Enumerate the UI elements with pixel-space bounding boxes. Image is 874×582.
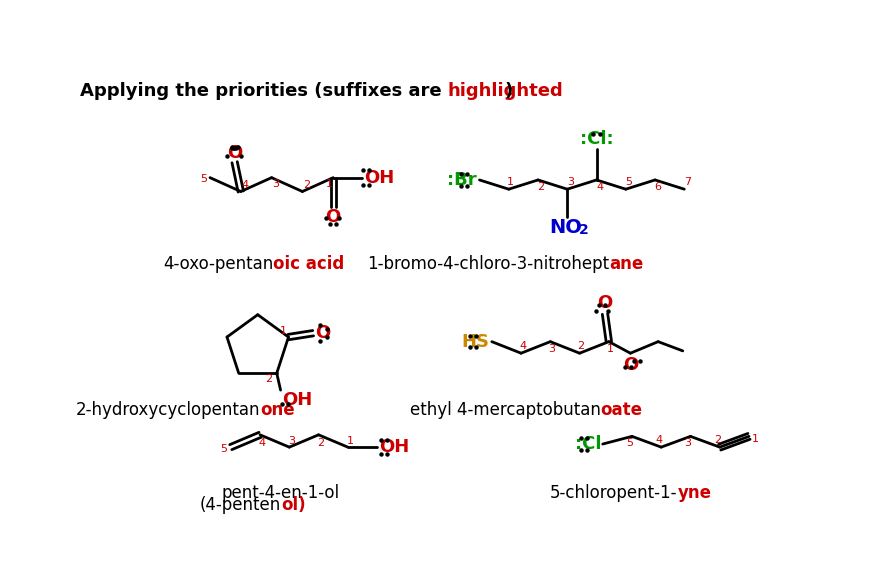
Text: (4-penten: (4-penten bbox=[199, 496, 281, 514]
Text: 4-oxo-pentan: 4-oxo-pentan bbox=[163, 255, 274, 272]
Text: 4: 4 bbox=[596, 182, 603, 192]
Text: yne: yne bbox=[677, 484, 711, 502]
Text: 2: 2 bbox=[302, 180, 309, 190]
Text: 1: 1 bbox=[347, 436, 354, 446]
Text: 2-hydroxycyclopentan: 2-hydroxycyclopentan bbox=[75, 401, 260, 419]
Text: 1: 1 bbox=[607, 343, 614, 354]
Text: 2: 2 bbox=[578, 341, 585, 352]
Text: pent-4-en-1-ol: pent-4-en-1-ol bbox=[222, 484, 340, 502]
Text: highlighted: highlighted bbox=[448, 83, 564, 101]
Text: 4: 4 bbox=[519, 341, 526, 352]
Text: ane: ane bbox=[610, 255, 644, 272]
Text: 2: 2 bbox=[538, 182, 545, 192]
Text: 7: 7 bbox=[683, 178, 691, 187]
Text: 1: 1 bbox=[507, 178, 514, 187]
Text: O: O bbox=[316, 324, 330, 342]
Text: :Cl:: :Cl: bbox=[579, 130, 614, 148]
Text: one: one bbox=[260, 401, 295, 419]
Text: 1: 1 bbox=[280, 326, 287, 336]
Text: 2: 2 bbox=[579, 223, 588, 237]
Text: 3: 3 bbox=[272, 179, 279, 189]
Text: :Br: :Br bbox=[447, 171, 476, 189]
Text: HS: HS bbox=[461, 333, 489, 350]
Text: ol): ol) bbox=[281, 496, 305, 514]
Text: O: O bbox=[326, 208, 341, 226]
Text: 5-chloropent-1-: 5-chloropent-1- bbox=[550, 484, 677, 502]
Text: 5: 5 bbox=[626, 178, 633, 187]
Text: O: O bbox=[227, 144, 242, 162]
Text: ): ) bbox=[504, 83, 512, 101]
Text: 2: 2 bbox=[714, 435, 721, 445]
Text: 1: 1 bbox=[752, 434, 759, 443]
Text: 5: 5 bbox=[200, 174, 207, 184]
Text: OH: OH bbox=[282, 391, 312, 409]
Text: O: O bbox=[598, 294, 613, 313]
Text: 2: 2 bbox=[317, 438, 324, 448]
Text: 3: 3 bbox=[288, 436, 295, 446]
Text: oate: oate bbox=[600, 401, 642, 419]
Text: 6: 6 bbox=[655, 182, 662, 192]
Text: 4: 4 bbox=[259, 438, 266, 448]
Text: O: O bbox=[623, 356, 638, 374]
Text: oic acid: oic acid bbox=[274, 255, 344, 272]
Text: Applying the priorities (suffixes are: Applying the priorities (suffixes are bbox=[80, 83, 448, 101]
Text: 3: 3 bbox=[567, 178, 574, 187]
Text: NO: NO bbox=[549, 218, 582, 237]
Text: 4: 4 bbox=[656, 435, 662, 445]
Text: OH: OH bbox=[364, 169, 394, 187]
Text: OH: OH bbox=[379, 438, 410, 456]
Text: 5: 5 bbox=[220, 445, 227, 455]
Text: 5: 5 bbox=[626, 438, 633, 448]
Text: ethyl 4-mercaptobutan: ethyl 4-mercaptobutan bbox=[410, 401, 600, 419]
Text: 3: 3 bbox=[548, 343, 555, 354]
Text: 1: 1 bbox=[326, 179, 333, 189]
Text: 3: 3 bbox=[684, 438, 691, 448]
Text: 4: 4 bbox=[241, 180, 248, 190]
Text: 2: 2 bbox=[266, 374, 273, 384]
Text: :Cl: :Cl bbox=[575, 435, 601, 453]
Text: 1-bromo-4-chloro-3-nitrohept: 1-bromo-4-chloro-3-nitrohept bbox=[367, 255, 610, 272]
